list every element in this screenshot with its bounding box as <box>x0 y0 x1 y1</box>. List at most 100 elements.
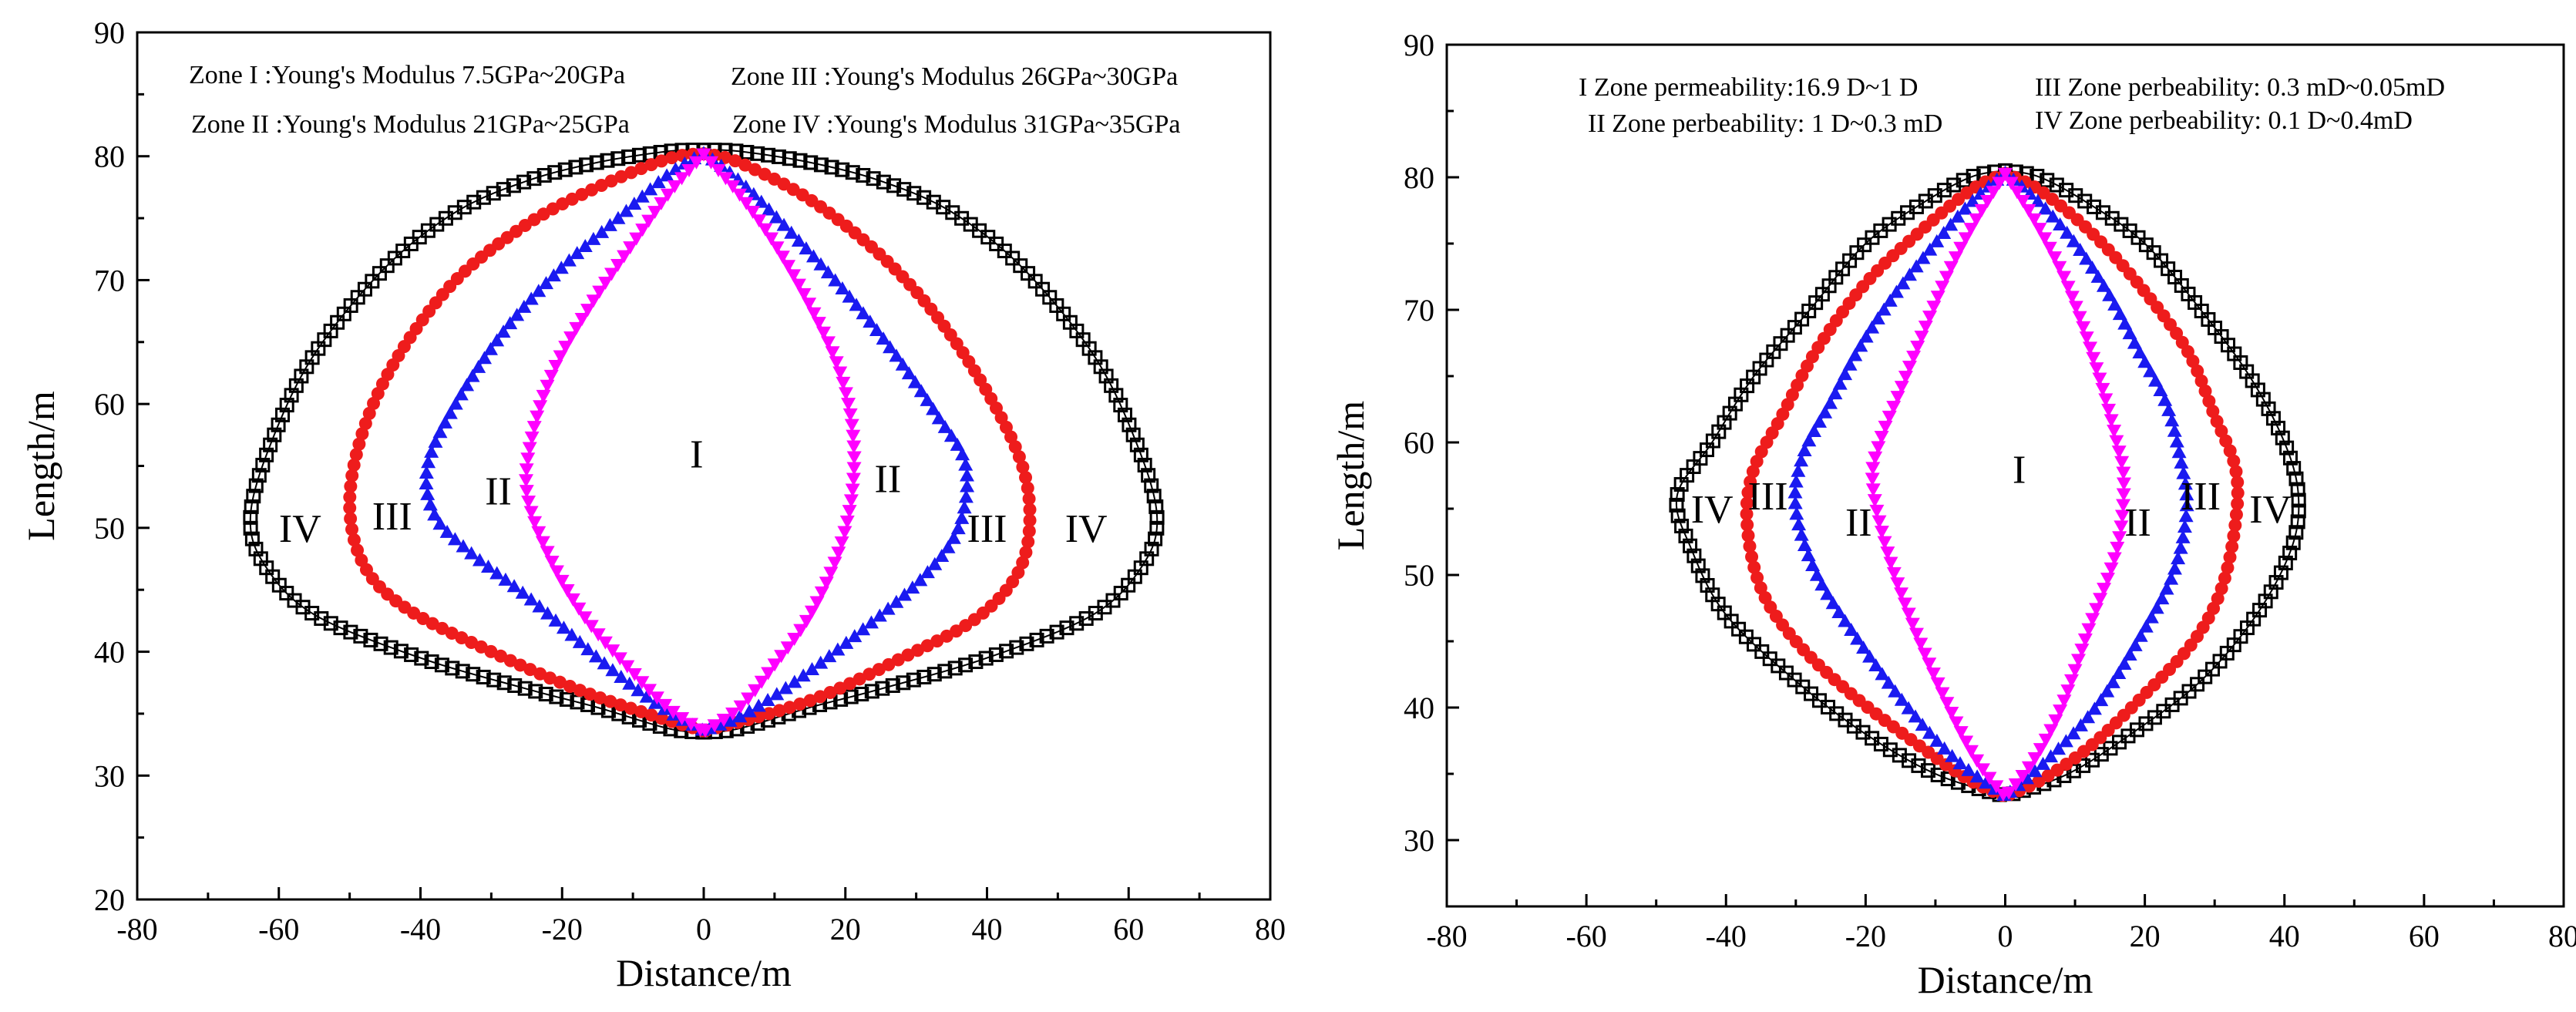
data-point <box>1832 376 1848 390</box>
data-point <box>856 306 871 320</box>
data-point <box>1998 167 2013 181</box>
data-point <box>438 415 453 429</box>
data-point <box>947 661 963 676</box>
data-point <box>556 620 571 634</box>
data-point <box>1019 636 1034 651</box>
data-point <box>846 429 861 443</box>
data-point <box>2127 335 2142 349</box>
data-point <box>520 452 536 466</box>
data-point <box>531 284 546 298</box>
data-point <box>665 705 681 719</box>
x-tick-label: 80 <box>1255 912 1286 946</box>
data-point <box>1129 437 1145 452</box>
data-point <box>896 675 911 691</box>
data-point <box>1022 524 1036 538</box>
data-point <box>1874 526 1889 540</box>
data-point <box>2058 734 2073 748</box>
y-tick-label: 30 <box>1404 823 1434 858</box>
data-point <box>1049 624 1064 640</box>
data-point <box>629 232 644 246</box>
data-point <box>1838 614 1853 627</box>
data-point <box>428 434 443 448</box>
data-point <box>1956 173 1971 188</box>
data-point <box>2072 311 2087 324</box>
data-point <box>2095 382 2110 396</box>
data-point <box>2114 456 2130 469</box>
data-point <box>2040 173 2055 188</box>
data-point <box>523 592 539 606</box>
data-point <box>1945 748 1960 762</box>
data-point <box>535 536 550 550</box>
data-point <box>2112 531 2127 545</box>
data-point <box>371 387 385 401</box>
data-point <box>1747 560 1761 574</box>
data-point <box>830 642 846 656</box>
data-point <box>610 151 626 166</box>
data-point <box>1853 338 1868 352</box>
data-point <box>882 657 896 671</box>
data-point <box>1744 475 1757 489</box>
data-point <box>1880 546 1895 560</box>
data-point <box>1865 483 1881 497</box>
data-point <box>1029 632 1044 647</box>
data-point <box>243 509 258 525</box>
x-tick-label: -80 <box>116 912 157 946</box>
data-point <box>1844 623 1859 637</box>
data-point <box>2073 718 2088 731</box>
data-point <box>2077 633 2093 647</box>
data-point <box>605 663 620 677</box>
data-point <box>2107 297 2123 311</box>
data-point <box>1870 311 1885 324</box>
data-point <box>486 672 502 688</box>
data-point <box>527 516 543 530</box>
data-point <box>793 624 809 637</box>
data-point <box>597 636 613 650</box>
y-tick-label: 20 <box>94 883 125 917</box>
data-point <box>2174 455 2189 469</box>
data-point <box>618 203 634 217</box>
data-point <box>825 346 840 360</box>
data-point <box>2223 550 2237 564</box>
data-point <box>439 524 455 538</box>
data-point <box>1678 528 1693 543</box>
data-point <box>362 406 376 420</box>
data-point <box>863 667 876 681</box>
data-point <box>543 369 559 383</box>
zone-label: III <box>2181 475 2221 519</box>
data-point <box>786 269 802 283</box>
data-point <box>489 566 505 580</box>
data-point <box>1805 558 1821 572</box>
data-point <box>455 664 470 679</box>
data-point <box>2073 242 2088 256</box>
data-point <box>634 162 648 176</box>
data-point <box>748 163 762 177</box>
data-point <box>540 606 555 620</box>
data-point <box>634 704 648 718</box>
data-point <box>1963 745 1979 758</box>
data-point <box>579 157 594 173</box>
data-point <box>526 421 542 435</box>
data-point <box>2278 555 2293 570</box>
x-tick-label: 60 <box>2409 919 2440 953</box>
data-point <box>651 175 666 189</box>
data-point <box>907 375 923 388</box>
data-point <box>704 156 719 170</box>
y-tick-label: 40 <box>1404 691 1434 725</box>
data-point <box>2169 434 2184 448</box>
data-point <box>2107 552 2122 566</box>
data-point <box>343 501 357 515</box>
data-point <box>787 633 802 647</box>
data-point <box>358 416 372 430</box>
data-point <box>957 500 972 514</box>
data-point <box>2089 362 2104 376</box>
data-point <box>1117 407 1132 422</box>
data-point <box>2225 540 2239 553</box>
data-point <box>1745 550 1759 563</box>
data-point <box>805 249 821 263</box>
data-point <box>843 494 859 508</box>
data-point <box>1868 657 1884 671</box>
x-axis-title: Distance/m <box>616 951 792 994</box>
data-point <box>2048 714 2063 728</box>
data-point <box>594 179 608 193</box>
data-point <box>1674 518 1690 533</box>
